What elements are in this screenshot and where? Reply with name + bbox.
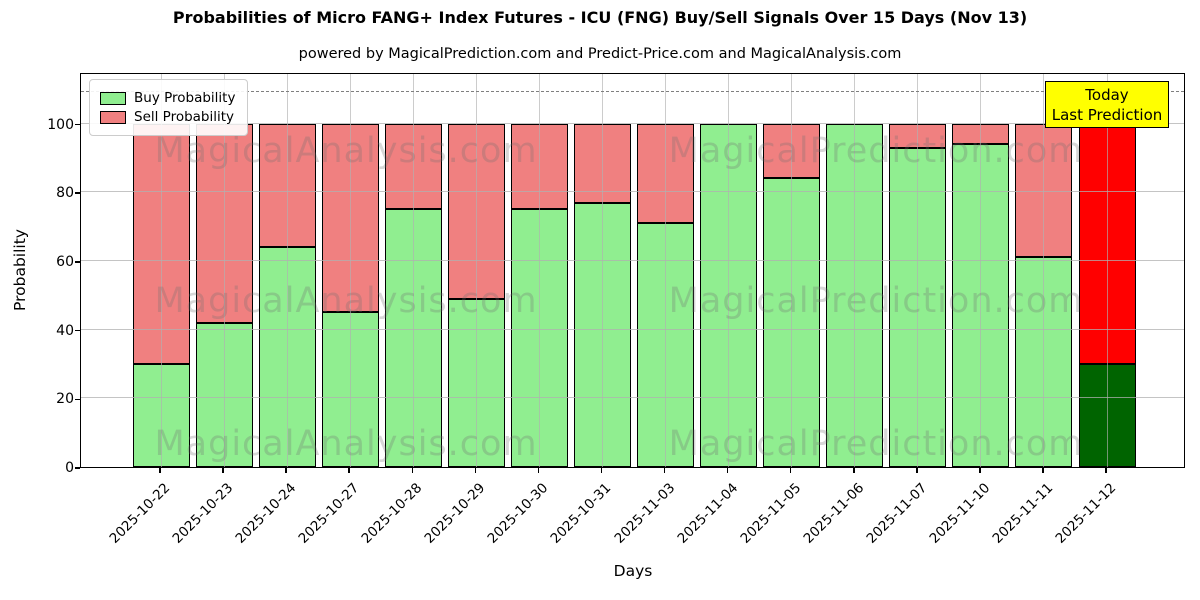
plot-area: MagicalAnalysis.com MagicalPrediction.com… — [80, 73, 1185, 468]
y-tick-mark-0 — [75, 467, 80, 469]
vgridline-2025-10-23 — [223, 74, 225, 467]
x-tick-mark-2025-10-30 — [537, 468, 540, 473]
y-tick-label-80: 80 — [56, 185, 74, 202]
y-tick-label-0: 0 — [65, 460, 74, 476]
y-tick-mark-40 — [75, 329, 80, 332]
today-annotation-line1: Today — [1085, 85, 1129, 104]
vgridline-2025-11-03 — [665, 74, 667, 467]
x-tick-mark-2025-10-27 — [348, 468, 350, 473]
watermark-analysis-row3: MagicalAnalysis.com — [154, 424, 538, 464]
vgridline-2025-10-22 — [160, 74, 162, 467]
legend-label-buy: Buy Probability — [134, 90, 236, 106]
watermark-prediction-row1: MagicalPrediction.com — [668, 131, 1084, 171]
vgridline-2025-11-06 — [854, 74, 856, 467]
hgridline-20 — [81, 397, 1184, 399]
x-tick-mark-2025-10-22 — [159, 468, 161, 473]
legend-label-sell: Sell Probability — [134, 109, 235, 125]
chart-title: Probabilities of Micro FANG+ Index Futur… — [172, 8, 1028, 27]
vgridline-2025-11-07 — [917, 74, 919, 467]
dashed-threshold-line — [81, 91, 1184, 93]
y-tick-mark-100 — [75, 123, 80, 126]
x-tick-label-2025-11-05: 2025-11-05 — [737, 480, 805, 547]
x-tick-label-2025-11-04: 2025-11-04 — [674, 480, 741, 547]
x-tick-label-2025-10-22: 2025-10-22 — [106, 480, 174, 547]
x-tick-mark-2025-11-04 — [726, 468, 729, 473]
x-tick-label-2025-10-30: 2025-10-30 — [484, 480, 552, 547]
vgridline-2025-11-05 — [791, 74, 793, 467]
y-axis-label: Probability — [11, 229, 29, 311]
vgridline-2025-10-28 — [412, 74, 414, 467]
x-tick-label-2025-10-28: 2025-10-28 — [358, 480, 426, 547]
x-tick-label-2025-10-23: 2025-10-23 — [169, 480, 237, 547]
vgridline-2025-10-30 — [538, 74, 540, 467]
y-tick-mark-80 — [75, 192, 80, 194]
vgridline-2025-10-24 — [286, 74, 288, 467]
watermark-analysis-row2: MagicalAnalysis.com — [154, 281, 538, 321]
x-tick-mark-2025-10-31 — [600, 468, 603, 473]
x-axis-label: Days — [613, 562, 653, 580]
vgridline-2025-11-12 — [1106, 74, 1108, 467]
vgridline-2025-11-11 — [1043, 74, 1045, 467]
vgridline-2025-10-29 — [475, 74, 477, 467]
legend: Buy Probability Sell Probability — [89, 79, 249, 136]
legend-swatch-buy — [100, 91, 126, 105]
x-tick-mark-2025-11-05 — [789, 468, 792, 473]
x-tick-mark-2025-10-29 — [474, 468, 477, 473]
y-tick-label-40: 40 — [56, 322, 74, 339]
chart-subtitle: powered by MagicalPrediction.com and Pre… — [298, 46, 902, 62]
today-annotation-line2: Last Prediction — [1051, 105, 1163, 124]
watermark-analysis-row1: MagicalAnalysis.com — [154, 131, 538, 171]
hgridline-40 — [81, 328, 1184, 330]
x-tick-mark-2025-11-10 — [979, 468, 981, 473]
x-tick-mark-2025-11-12 — [1105, 468, 1107, 473]
x-tick-mark-2025-11-06 — [853, 468, 855, 473]
legend-item-buy: Buy Probability — [100, 90, 235, 106]
vgridline-2025-10-31 — [601, 74, 603, 467]
x-tick-mark-2025-10-28 — [411, 468, 414, 473]
x-tick-label-2025-11-07: 2025-11-07 — [863, 480, 931, 547]
y-tick-label-20: 20 — [56, 391, 74, 408]
y-tick-mark-60 — [75, 261, 80, 263]
x-tick-label-2025-11-03: 2025-11-03 — [611, 480, 678, 547]
today-annotation-box: Today Last Prediction — [1045, 81, 1169, 128]
watermark-prediction-row2: MagicalPrediction.com — [668, 281, 1084, 321]
x-tick-mark-2025-10-24 — [285, 468, 287, 473]
hgridline-100 — [81, 122, 1184, 124]
x-tick-mark-2025-11-11 — [1042, 468, 1044, 473]
x-tick-label-2025-11-12: 2025-11-12 — [1052, 480, 1120, 547]
x-tick-label-2025-11-06: 2025-11-06 — [800, 480, 868, 547]
vgridline-2025-10-27 — [349, 74, 351, 467]
x-tick-label-2025-10-31: 2025-10-31 — [547, 480, 615, 547]
legend-item-sell: Sell Probability — [100, 109, 235, 125]
watermark-prediction-row3: MagicalPrediction.com — [668, 424, 1084, 464]
vgridline-2025-11-04 — [728, 74, 730, 467]
x-tick-label-2025-10-29: 2025-10-29 — [421, 480, 489, 547]
x-tick-mark-2025-11-03 — [663, 468, 666, 473]
hgridline-80 — [81, 191, 1184, 193]
y-tick-label-100: 100 — [47, 116, 74, 133]
y-tick-label-60: 60 — [56, 253, 74, 270]
x-tick-mark-2025-11-07 — [916, 468, 918, 473]
x-tick-label-2025-11-11: 2025-11-11 — [989, 480, 1057, 547]
x-tick-label-2025-10-24: 2025-10-24 — [232, 480, 300, 547]
legend-swatch-sell — [100, 110, 126, 124]
y-tick-mark-20 — [75, 398, 80, 401]
x-tick-mark-2025-10-23 — [222, 468, 224, 473]
vgridline-2025-11-10 — [980, 74, 982, 467]
x-tick-label-2025-10-27: 2025-10-27 — [295, 480, 363, 547]
hgridline-60 — [81, 259, 1184, 261]
x-tick-label-2025-11-10: 2025-11-10 — [926, 480, 994, 547]
